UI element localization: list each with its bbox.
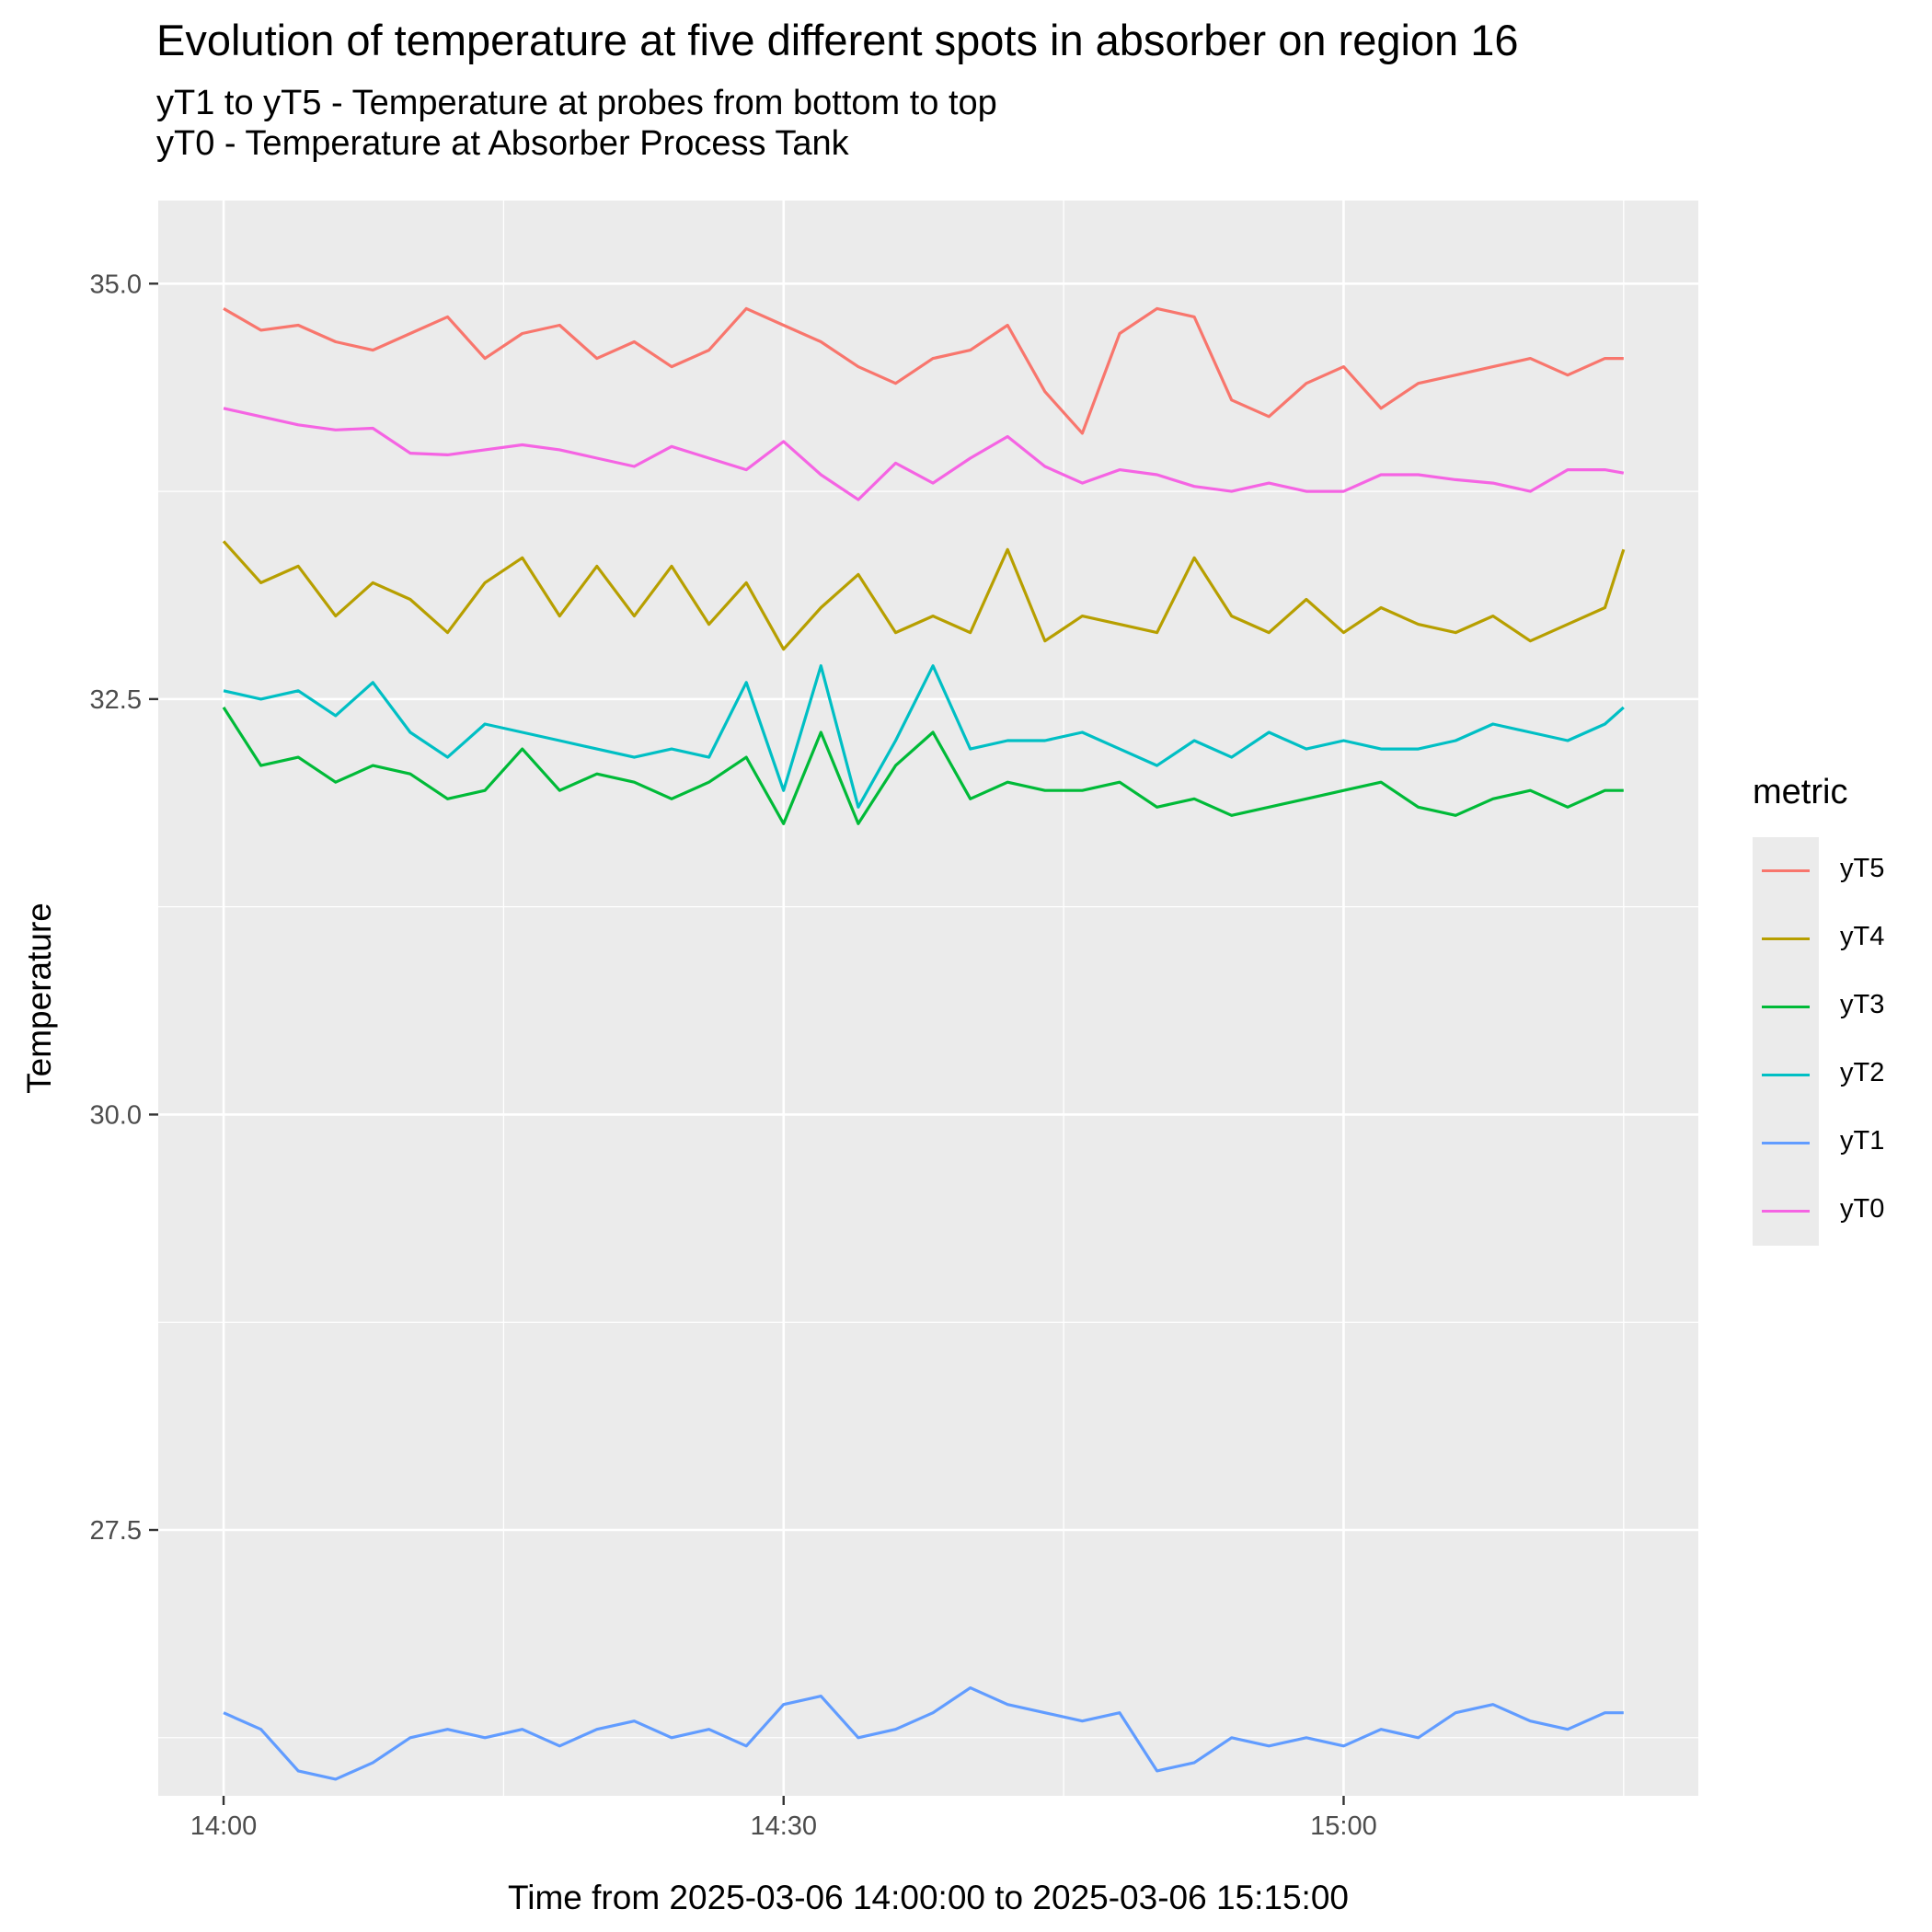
x-tick-label: 14:00 — [190, 1811, 258, 1841]
series-line-yT5 — [223, 306, 1624, 435]
tick-labels: 14:00 14:30 15:00 27.5 30.0 32.5 35.0 — [90, 270, 1377, 1841]
legend-swatch-yT2 — [1762, 1074, 1810, 1076]
axis-ticks — [149, 282, 1345, 1805]
legend-label-yT5: yT5 — [1840, 854, 1885, 883]
legend-label-yT0: yT0 — [1840, 1194, 1885, 1224]
legend-swatch-yT5 — [1762, 869, 1810, 872]
chart-subtitle: yT1 to yT5 - Temperature at probes from … — [156, 83, 997, 164]
legend-item-yT1 — [1753, 1110, 1819, 1178]
y-tick-label: 30.0 — [90, 1100, 142, 1130]
legend-label-yT2: yT2 — [1840, 1058, 1885, 1087]
series-line-yT3 — [222, 707, 1624, 825]
legend-title: metric — [1753, 773, 1848, 811]
legend-keys — [1753, 837, 1819, 1246]
legend: metric yT5 yT4 yT3 yT2 yT1 yT0 — [1753, 773, 1918, 1246]
chart-subtitle-line-2: yT0 - Temperature at Absorber Process Ta… — [156, 124, 849, 163]
legend-item-yT5 — [1753, 837, 1819, 905]
legend-item-yT2 — [1753, 1041, 1819, 1110]
chart-title: Evolution of temperature at five differe… — [156, 16, 1519, 64]
series-line-yT2 — [223, 664, 1625, 809]
grid-major — [158, 201, 1698, 1796]
legend-item-yT0 — [1753, 1178, 1819, 1246]
x-axis-title: Time from 2025-03-06 14:00:00 to 2025-03… — [508, 1879, 1349, 1916]
legend-swatch-yT1 — [1762, 1142, 1810, 1144]
legend-label-yT1: yT1 — [1840, 1126, 1885, 1156]
legend-item-yT3 — [1753, 973, 1819, 1041]
x-tick-label: 14:30 — [750, 1811, 817, 1841]
legend-item-yT4 — [1753, 905, 1819, 973]
legend-swatch-yT0 — [1762, 1210, 1810, 1213]
legend-swatch-yT4 — [1762, 937, 1810, 940]
chart-subtitle-line-1: yT1 to yT5 - Temperature at probes from … — [156, 84, 997, 122]
y-axis-title: Temperature — [20, 903, 58, 1094]
x-tick-label: 15:00 — [1310, 1811, 1377, 1841]
legend-label-yT4: yT4 — [1840, 922, 1885, 951]
series-lines — [222, 306, 1626, 1781]
series-line-yT1 — [223, 1685, 1624, 1781]
y-tick-label: 32.5 — [90, 685, 142, 715]
y-tick-label: 27.5 — [90, 1516, 142, 1546]
y-tick-label: 35.0 — [90, 270, 142, 299]
series-line-yT4 — [222, 540, 1626, 651]
series-line-yT0 — [223, 407, 1625, 501]
legend-label-yT3: yT3 — [1840, 990, 1885, 1019]
legend-swatch-yT3 — [1762, 1006, 1810, 1008]
